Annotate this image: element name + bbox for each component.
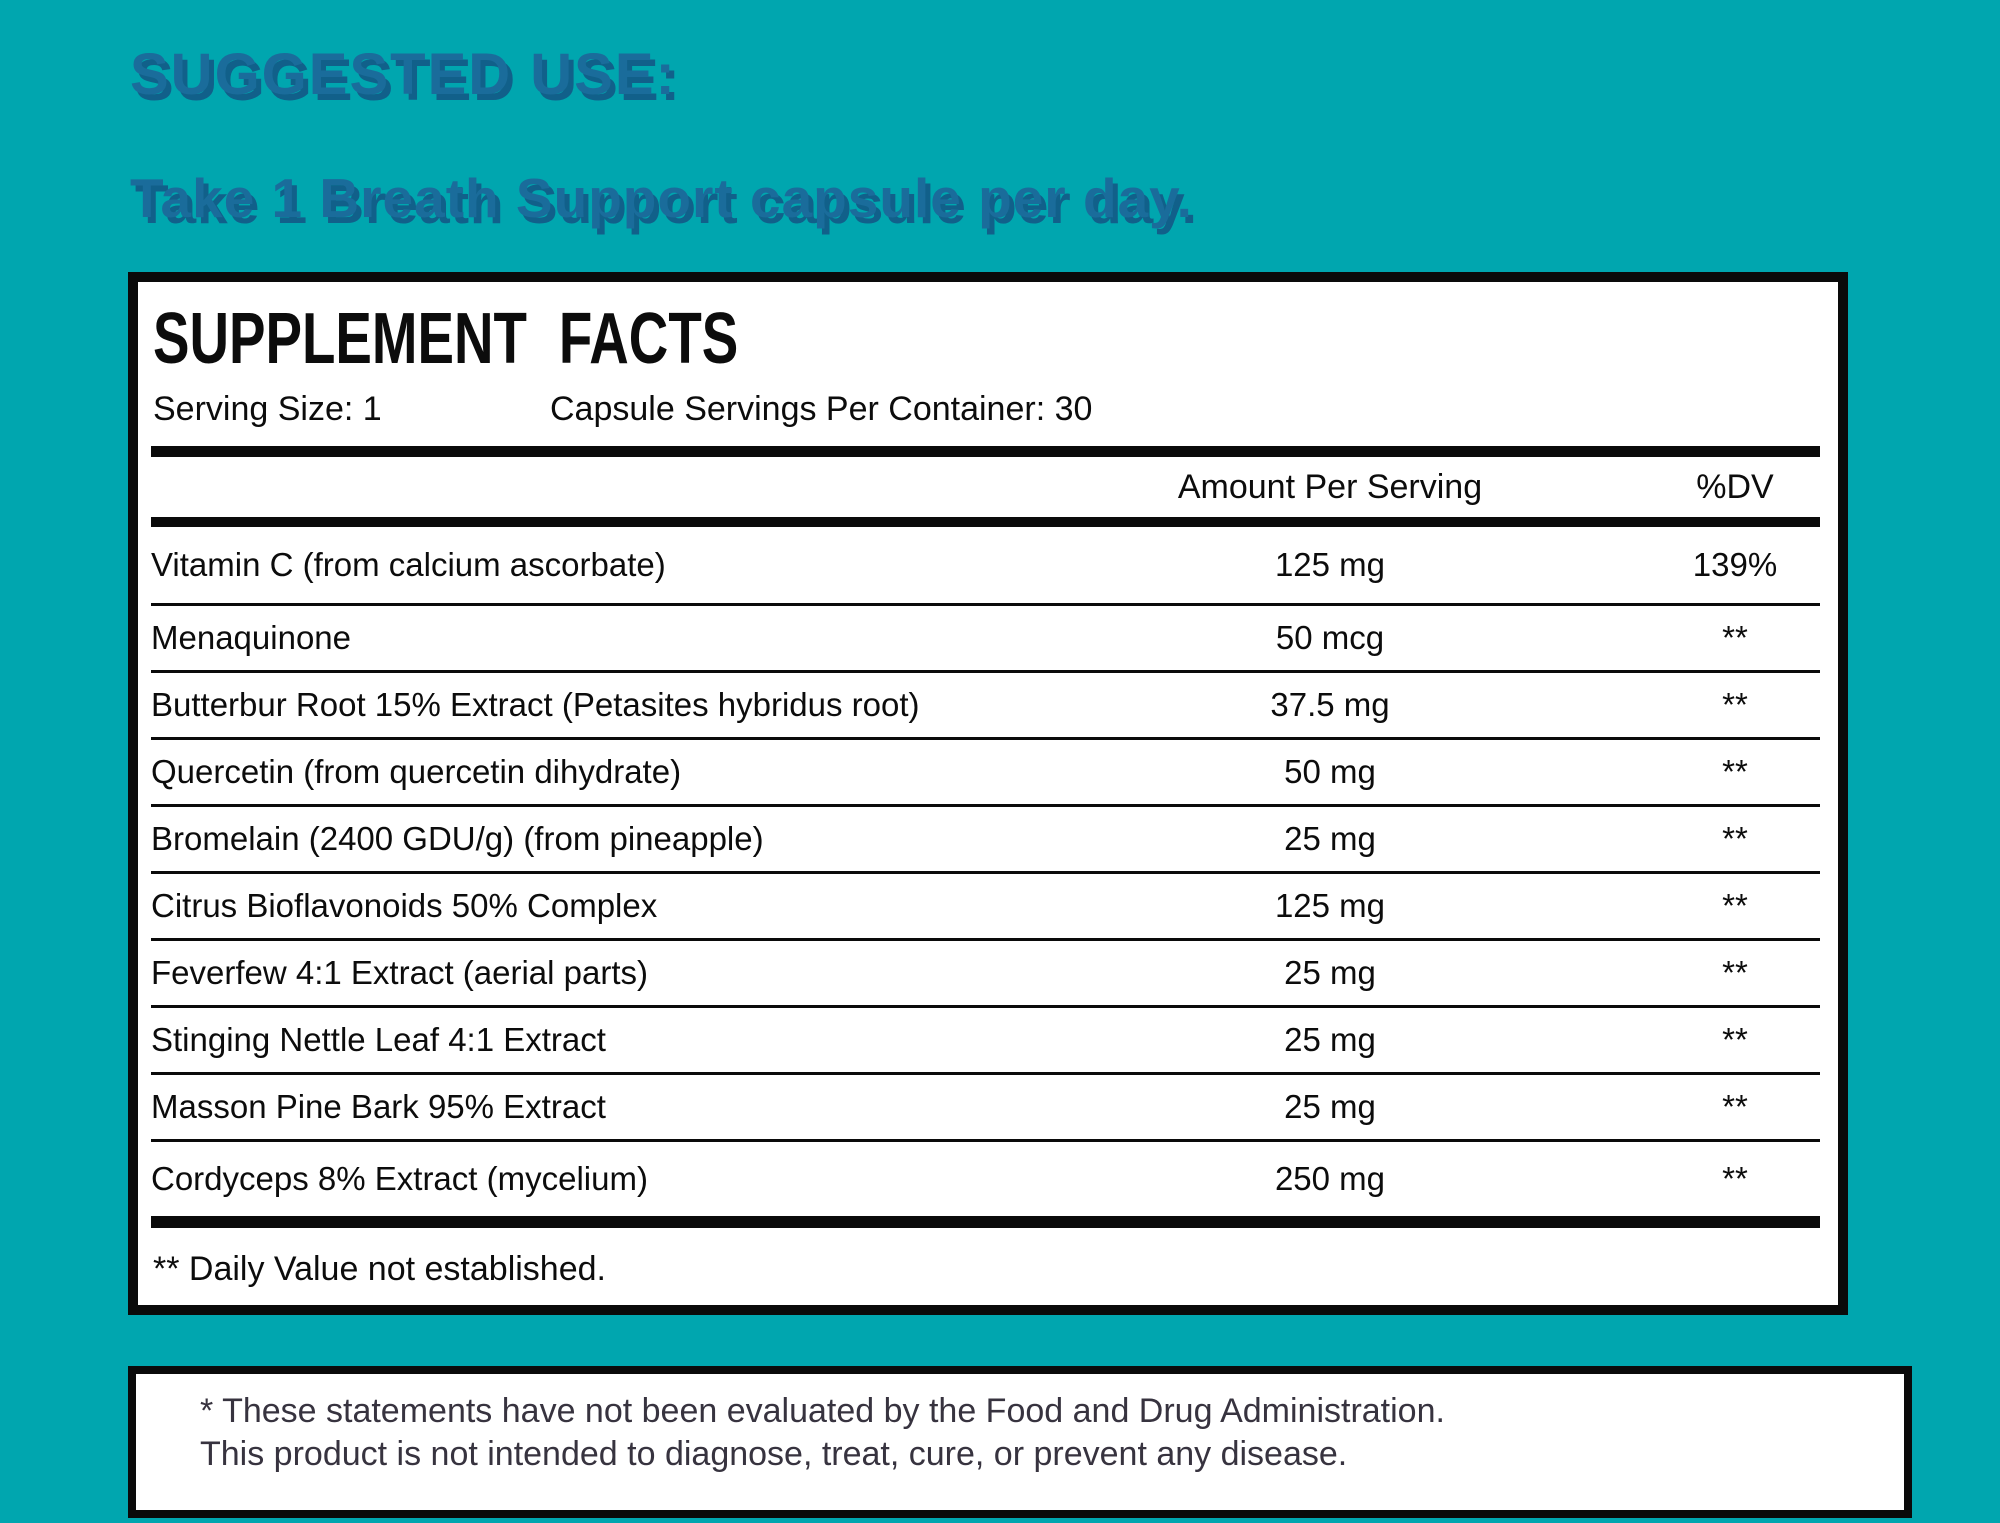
ingredient-name: Stinging Nettle Leaf 4:1 Extract: [151, 1021, 606, 1058]
ingredient-name: Quercetin (from quercetin dihydrate): [151, 753, 682, 790]
ingredient-row: Bromelain (2400 GDU/g) (from pineapple) …: [151, 807, 1820, 874]
serving-size: Serving Size: 1: [153, 390, 382, 428]
ingredient-name: Cordyceps 8% Extract (mycelium): [151, 1160, 648, 1197]
ingredient-dv: **: [1722, 619, 1748, 656]
ingredient-row: Feverfew 4:1 Extract (aerial parts) 25 m…: [151, 941, 1820, 1008]
ingredient-table: Vitamin C (from calcium ascorbate) 125 m…: [151, 527, 1820, 1216]
ingredient-amount: 25 mg: [1284, 1021, 1376, 1058]
ingredient-name: Citrus Bioflavonoids 50% Complex: [151, 887, 658, 924]
ingredient-name: Vitamin C (from calcium ascorbate): [151, 546, 666, 583]
table-header-row: Amount Per Serving %DV: [151, 457, 1820, 517]
dosage-instruction: Take 1 Breath Support capsule per day.: [130, 167, 1193, 229]
ingredient-dv: **: [1722, 887, 1748, 924]
serving-info-line: Serving Size: 1 Capsule Servings Per Con…: [138, 390, 1838, 432]
ingredient-dv: **: [1722, 753, 1748, 790]
ingredient-amount: 125 mg: [1274, 546, 1386, 583]
ingredient-name: Menaquinone: [151, 619, 351, 656]
divider-thick-header: [151, 517, 1820, 527]
supplement-facts-panel: SUPPLEMENT FACTS Serving Size: 1 Capsule…: [128, 272, 1848, 1315]
ingredient-row: Vitamin C (from calcium ascorbate) 125 m…: [151, 527, 1820, 606]
ingredient-name: Butterbur Root 15% Extract (Petasites hy…: [151, 686, 920, 723]
divider-thick-top: [151, 446, 1820, 457]
fda-disclaimer-box: * These statements have not been evaluat…: [128, 1366, 1912, 1518]
ingredient-dv: **: [1722, 954, 1748, 991]
ingredient-name: Feverfew 4:1 Extract (aerial parts): [151, 954, 648, 991]
ingredient-dv: **: [1722, 1160, 1748, 1197]
ingredient-row: Citrus Bioflavonoids 50% Complex 125 mg …: [151, 874, 1820, 941]
ingredient-amount: 50 mg: [1284, 753, 1376, 790]
ingredient-dv: **: [1722, 686, 1748, 723]
ingredient-amount: 25 mg: [1284, 820, 1376, 857]
ingredient-name: Masson Pine Bark 95% Extract: [151, 1088, 606, 1125]
ingredient-dv: **: [1722, 820, 1748, 857]
divider-thick-bottom: [151, 1216, 1820, 1228]
ingredient-amount: 125 mg: [1274, 887, 1386, 924]
fda-disclaimer-line2: This product is not intended to diagnose…: [200, 1435, 1348, 1473]
servings-per-container: Capsule Servings Per Container: 30: [550, 390, 1093, 428]
daily-value-footnote: ** Daily Value not established.: [153, 1250, 606, 1288]
ingredient-name: Bromelain (2400 GDU/g) (from pineapple): [151, 820, 764, 857]
suggested-use-heading: SUGGESTED USE:: [130, 42, 677, 107]
ingredient-row: Menaquinone 50 mcg **: [151, 606, 1820, 673]
ingredient-amount: 250 mg: [1274, 1160, 1386, 1197]
ingredient-row: Quercetin (from quercetin dihydrate) 50 …: [151, 740, 1820, 807]
suggested-use-section: SUGGESTED USE: Take 1 Breath Support cap…: [130, 40, 1193, 233]
ingredient-dv: **: [1722, 1088, 1748, 1125]
ingredient-amount: 25 mg: [1284, 954, 1376, 991]
ingredient-dv: **: [1722, 1021, 1748, 1058]
column-header-dv: %DV: [1696, 467, 1774, 506]
fda-disclaimer-line1: * These statements have not been evaluat…: [200, 1392, 1445, 1430]
column-header-amount: Amount Per Serving: [1177, 467, 1483, 506]
ingredient-amount: 25 mg: [1284, 1088, 1376, 1125]
ingredient-amount: 50 mcg: [1275, 619, 1385, 656]
ingredient-row: Cordyceps 8% Extract (mycelium) 250 mg *…: [151, 1142, 1820, 1216]
ingredient-amount: 37.5 mg: [1270, 686, 1390, 723]
ingredient-row: Masson Pine Bark 95% Extract 25 mg **: [151, 1075, 1820, 1142]
ingredient-row: Stinging Nettle Leaf 4:1 Extract 25 mg *…: [151, 1008, 1820, 1075]
ingredient-dv: 139%: [1692, 546, 1778, 583]
supplement-facts-title: SUPPLEMENT FACTS: [153, 299, 739, 379]
ingredient-row: Butterbur Root 15% Extract (Petasites hy…: [151, 673, 1820, 740]
